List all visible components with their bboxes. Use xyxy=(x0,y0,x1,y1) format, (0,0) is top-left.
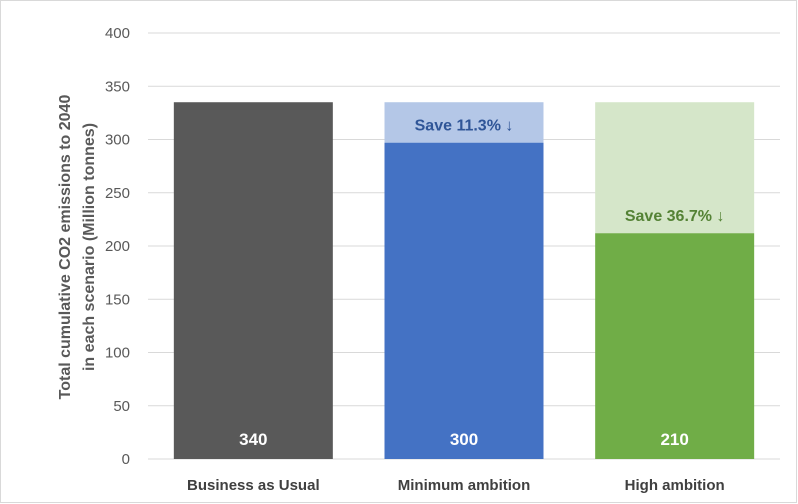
bar-value-label: 340 xyxy=(239,430,267,449)
y-tick-label: 400 xyxy=(105,25,130,42)
y-tick-label: 0 xyxy=(122,451,130,468)
savings-label: Save 11.3% ↓ xyxy=(415,118,514,135)
data-labels: 340 Save 11.3% ↓ 300 Save 36.7% ↓ 210 xyxy=(239,118,724,449)
y-tick-label: 150 xyxy=(105,291,130,308)
y-tick-label: 350 xyxy=(105,78,130,95)
category-label: Minimum ambition xyxy=(398,477,531,494)
bar-value-label: 210 xyxy=(660,430,688,449)
savings-segment xyxy=(384,102,544,143)
y-axis-label-line-2: in each scenario (Million tonnes) xyxy=(81,123,98,371)
y-tick-label: 100 xyxy=(105,345,130,362)
bars xyxy=(173,102,755,459)
savings-label: Save 36.7% ↓ xyxy=(625,208,725,225)
y-axis-label-line-1: Total cumulative CO2 emissions to 2040 xyxy=(57,95,74,400)
category-label: High ambition xyxy=(625,477,725,494)
x-axis-categories: Business as Usual Minimum ambition High am… xyxy=(187,477,725,494)
category-label: Business as Usual xyxy=(187,477,320,494)
savings-segment xyxy=(595,102,755,234)
bar-value-label: 300 xyxy=(450,430,478,449)
y-tick-label: 300 xyxy=(105,132,130,149)
y-tick-label: 200 xyxy=(105,238,130,255)
bar xyxy=(384,142,544,459)
bar xyxy=(595,233,755,459)
bar xyxy=(173,102,333,459)
y-tick-label: 250 xyxy=(105,185,130,202)
y-axis-ticks: 0 50 100 150 200 250 300 350 400 xyxy=(105,25,130,468)
y-tick-label: 50 xyxy=(113,398,130,415)
